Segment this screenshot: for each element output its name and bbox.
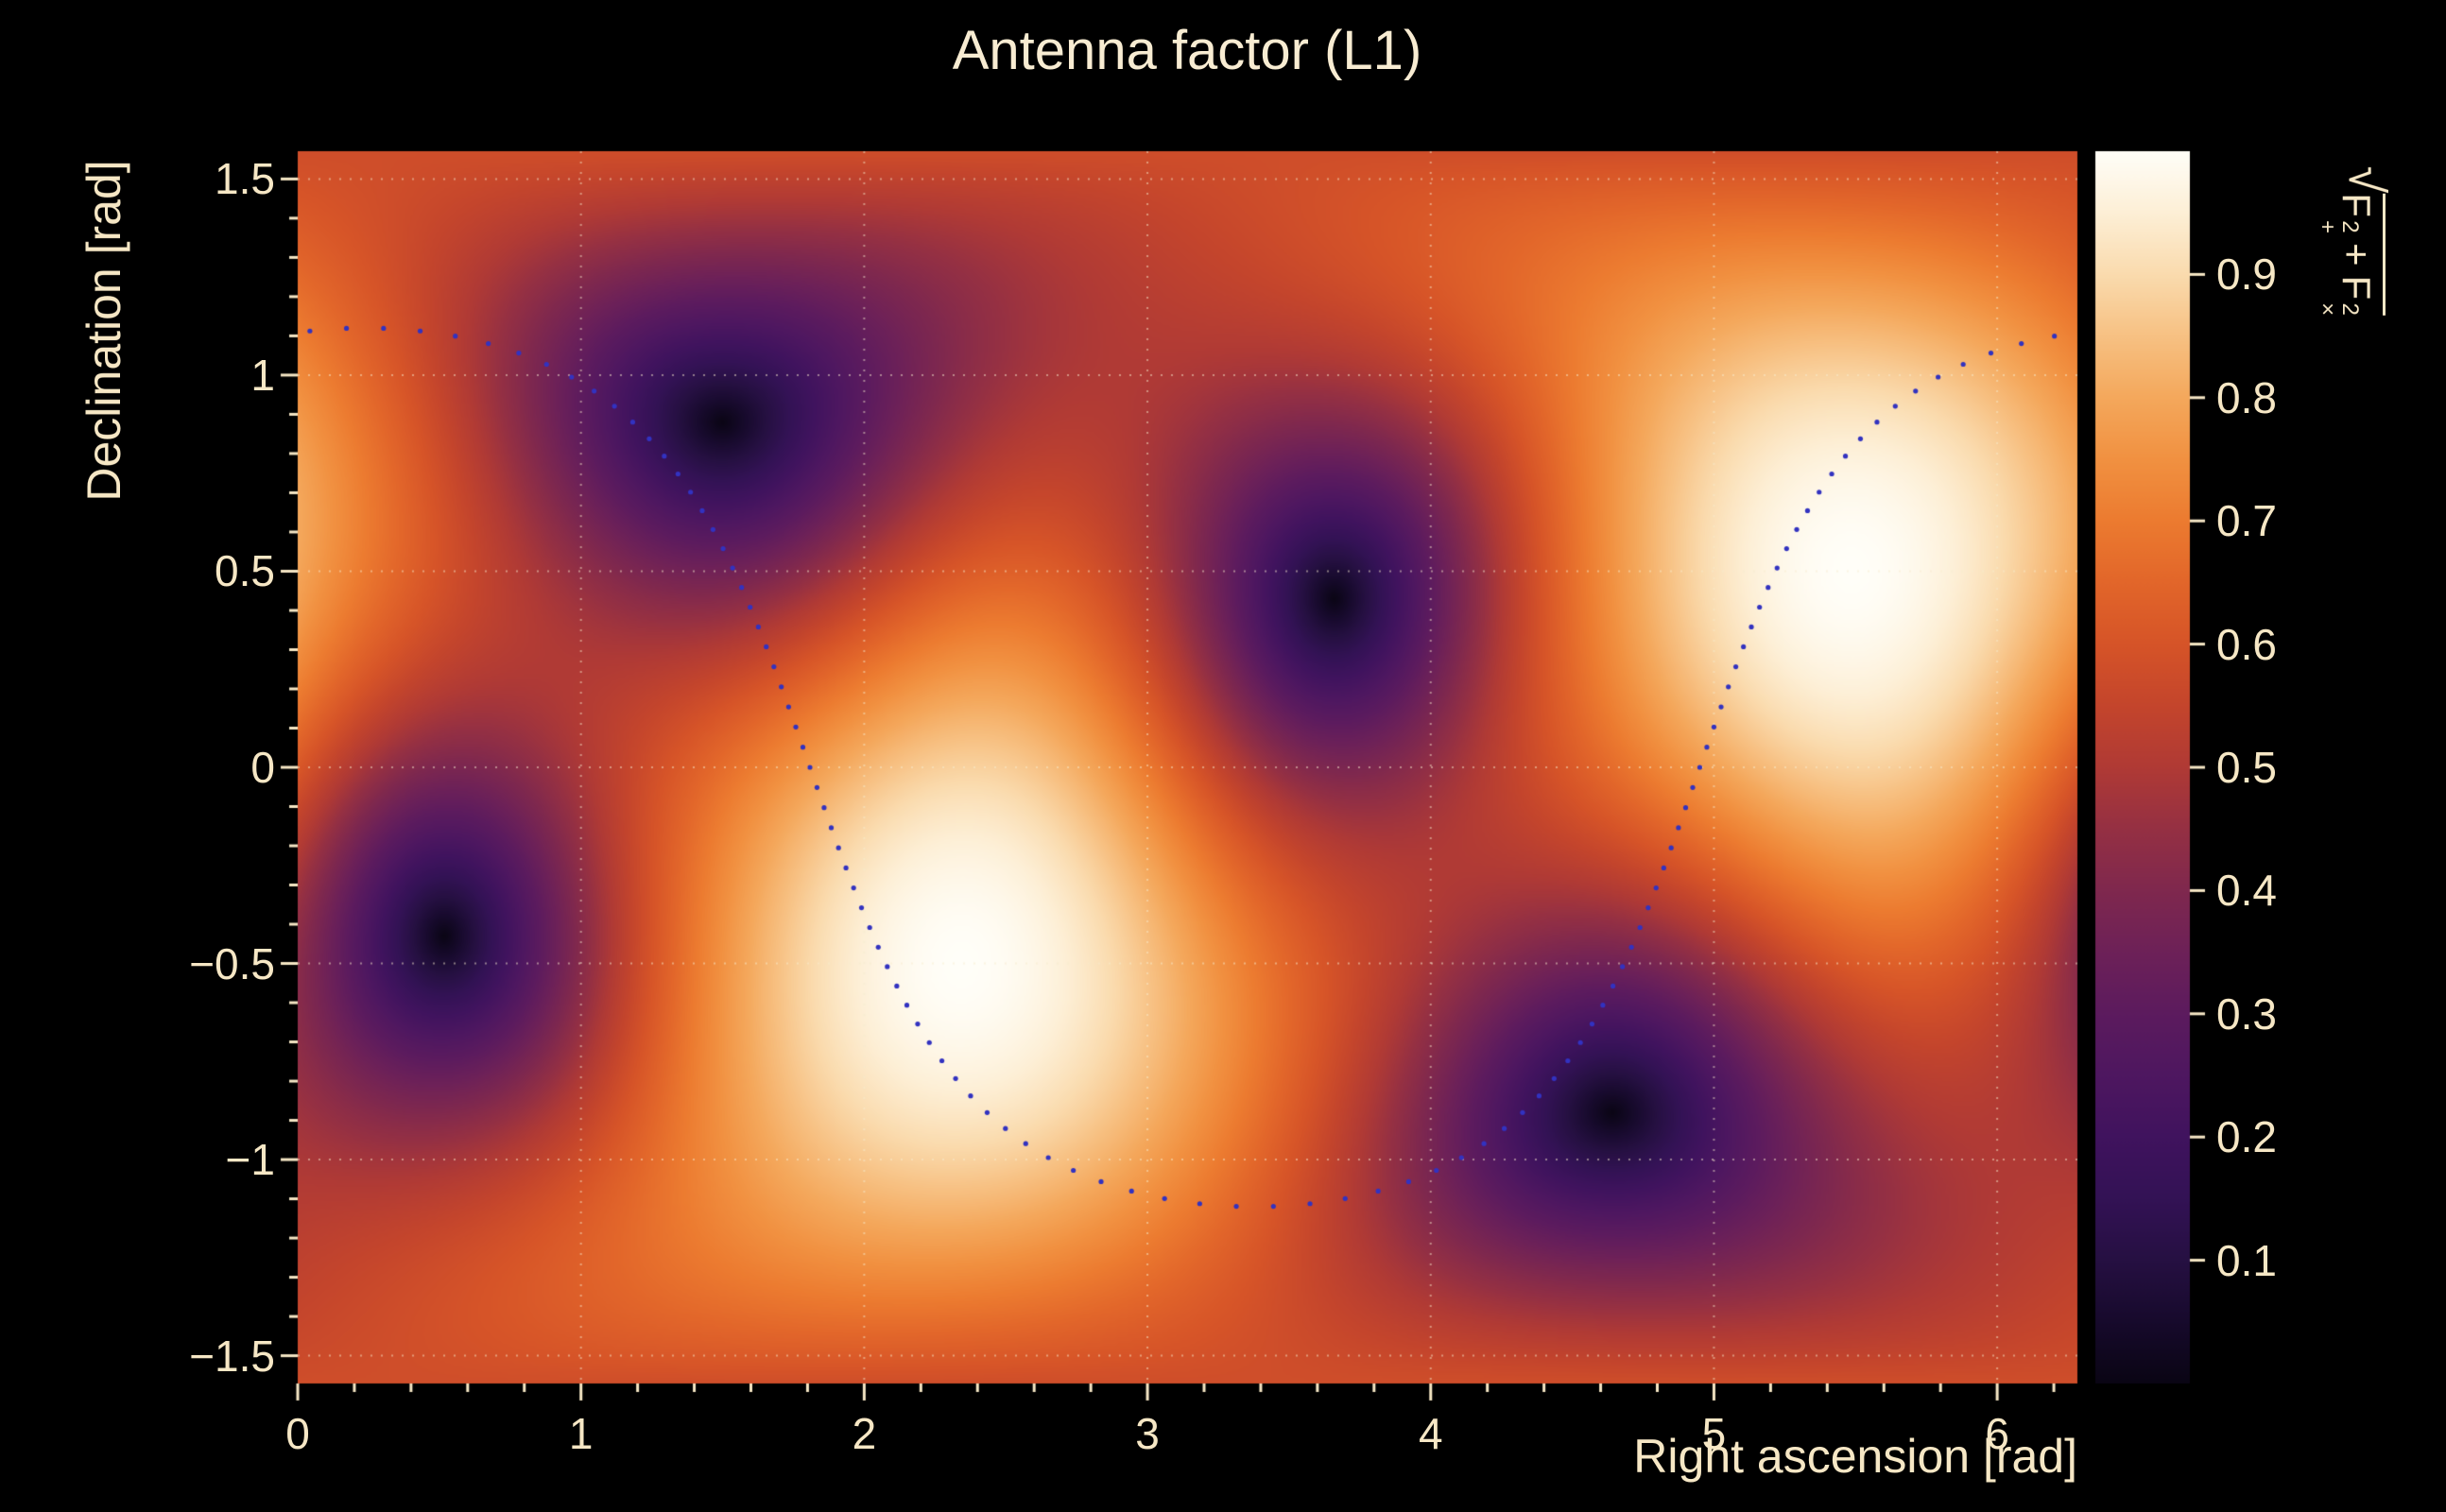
- z-tick-label: 0.8: [2216, 372, 2277, 422]
- sub-cross: ×: [2315, 302, 2340, 317]
- z-tick-label: 0.4: [2216, 866, 2277, 916]
- f-cross: F: [2334, 275, 2379, 301]
- z-tick-label: 0.3: [2216, 988, 2277, 1039]
- x-axis-title: Right ascension [rad]: [1633, 1430, 2077, 1483]
- z-tick-label: 0.9: [2216, 249, 2277, 300]
- x-tick-label: 6: [1985, 1409, 2009, 1458]
- y-tick-label: 1: [250, 350, 275, 400]
- x-tick-label: 2: [852, 1409, 877, 1458]
- y-tick-label: −1: [225, 1135, 275, 1185]
- x-tick-label: 1: [568, 1409, 594, 1458]
- x-tick-label: 0: [285, 1409, 310, 1458]
- x-tick-label: 3: [1135, 1409, 1160, 1458]
- z-tick-label: 0.2: [2216, 1112, 2277, 1162]
- z-tick-label: 0.6: [2216, 619, 2277, 669]
- y-axis-title: Declination [rad]: [78, 160, 130, 502]
- y-tick-label: −1.5: [189, 1331, 275, 1381]
- y-tick-label: 0: [250, 743, 275, 792]
- y-tick-label: 0.5: [215, 546, 275, 596]
- f-plus: F: [2334, 193, 2379, 217]
- x-tick-label: 5: [1701, 1409, 1727, 1458]
- z-tick-label: 0.5: [2216, 743, 2277, 792]
- f-plus-scripts: 2 +: [2315, 219, 2363, 234]
- chart-title: Antenna factor (L1): [952, 20, 1422, 81]
- y-tick-label: 1.5: [215, 154, 275, 204]
- z-tick-label: 0.1: [2216, 1235, 2277, 1285]
- sub-plus: +: [2315, 219, 2340, 234]
- sup-two: 2: [2337, 302, 2363, 316]
- z-tick-label: 0.7: [2216, 496, 2277, 546]
- f-cross-scripts: 2 ×: [2315, 302, 2363, 317]
- x-tick-label: 4: [1418, 1409, 1443, 1458]
- radicand: F 2 + + F 2 ×: [2315, 193, 2386, 317]
- plus-operator: +: [2334, 243, 2379, 266]
- sqrt-symbol: √: [2338, 165, 2393, 194]
- sup-two: 2: [2337, 220, 2363, 233]
- colorbar-axis-title: √ F 2 + + F 2 ×: [2315, 165, 2393, 317]
- y-tick-label: −0.5: [189, 938, 275, 988]
